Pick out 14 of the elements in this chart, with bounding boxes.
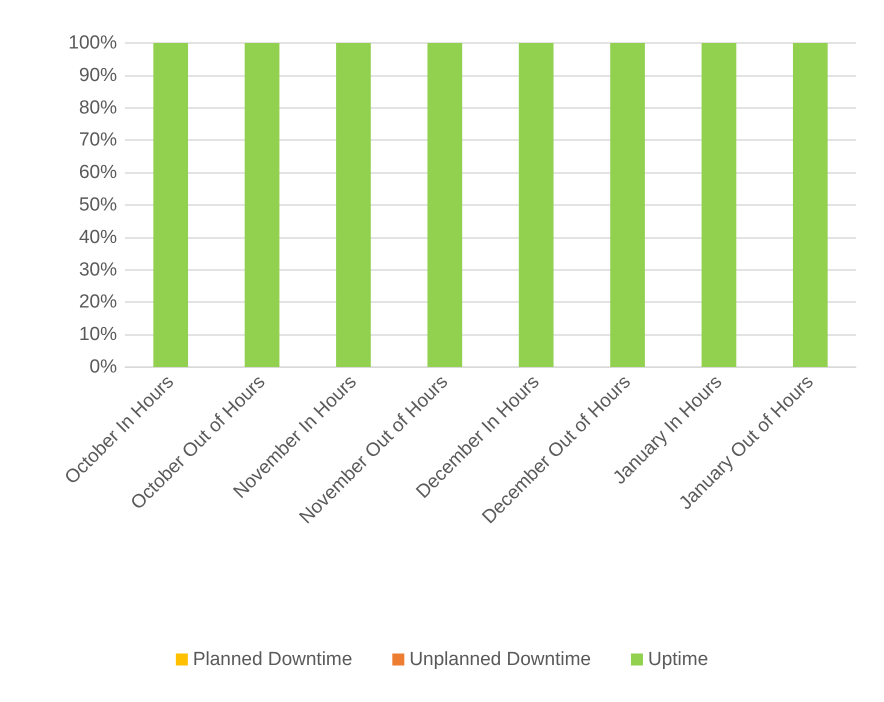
- y-tick-label: 40%: [78, 226, 118, 248]
- y-tick-label: 0%: [90, 356, 118, 378]
- y-tick-label: 100%: [68, 32, 118, 54]
- y-tick-label: 60%: [78, 162, 118, 184]
- y-tick-label: 80%: [78, 97, 118, 118]
- y-tick-label: 20%: [78, 292, 118, 313]
- y-tick-label: 70%: [78, 130, 118, 151]
- y-tick-label: 90%: [78, 64, 118, 86]
- legend-label: Uptime: [648, 649, 708, 670]
- legend-label: Planned Downtime: [192, 649, 352, 670]
- legend-label: Unplanned Downtime: [409, 649, 591, 670]
- y-tick-label: 10%: [78, 324, 118, 346]
- y-tick-label: 50%: [78, 194, 118, 216]
- y-tick-label: 30%: [78, 259, 118, 280]
